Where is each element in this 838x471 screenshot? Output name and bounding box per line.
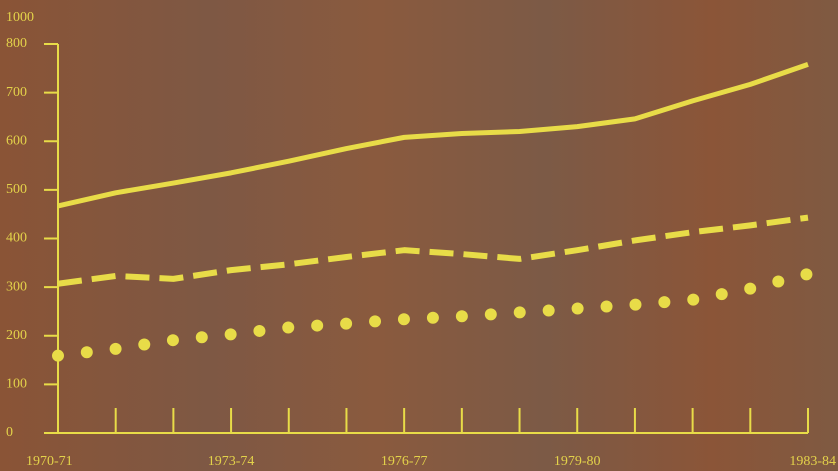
- y-tick-label: 200: [6, 328, 27, 343]
- x-tick-label: 1979-80: [554, 454, 601, 469]
- x-tick-label: 1976-77: [381, 454, 428, 469]
- y-tick-label: 400: [6, 231, 27, 246]
- y-tick-label: 100: [6, 377, 27, 392]
- line-series: [57, 214, 809, 287]
- line-series: [52, 267, 814, 362]
- y-tick-label: 0: [6, 425, 13, 440]
- annotation: 1000: [6, 10, 34, 25]
- x-tick-label: 1973-74: [208, 454, 255, 469]
- line-series: [57, 62, 809, 209]
- x-tick-label: 1983-84: [789, 454, 836, 469]
- y-tick-label: 800: [6, 36, 27, 51]
- x-tick-label: 1970-71: [26, 454, 73, 469]
- y-tick-label: 600: [6, 133, 27, 148]
- y-tick-label: 500: [6, 182, 27, 197]
- y-tick-label: 300: [6, 279, 27, 294]
- y-tick-label: 700: [6, 85, 27, 100]
